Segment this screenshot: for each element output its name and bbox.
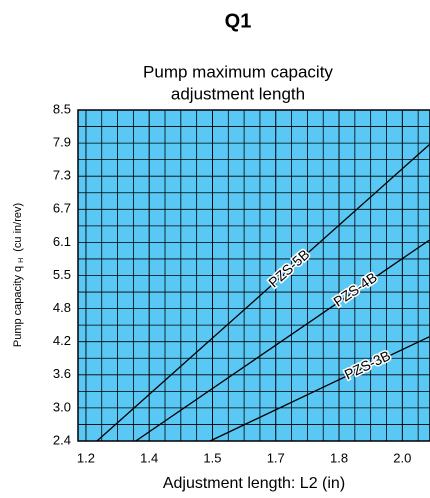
y-axis-label: Pump capacity q H (cu in/rev) [12, 203, 25, 347]
y-tick-label: 2.4 [53, 432, 71, 447]
x-tick-label: 1.5 [203, 450, 221, 465]
y-tick-label: 3.0 [53, 399, 71, 414]
grid [78, 110, 430, 441]
y-tick-label: 6.7 [53, 201, 71, 216]
y-axis-label-unit: (cu in/rev) [12, 203, 24, 252]
x-tick-label: 1.4 [140, 450, 158, 465]
plot-border [77, 109, 430, 442]
y-tick-label: 8.5 [53, 101, 71, 116]
y-tick-label: 5.5 [53, 267, 71, 282]
plot-lines [96, 144, 430, 441]
heading: Q1 [225, 10, 252, 32]
x-tick-label: 1.8 [330, 450, 348, 465]
y-tick-label: 7.3 [53, 168, 71, 183]
y-axis-label-sub: H [18, 258, 25, 263]
data-line [135, 239, 430, 441]
y-tick-label: 4.8 [53, 300, 71, 315]
y-axis-label-main: Pump capacity q [12, 266, 24, 347]
data-line [209, 336, 430, 441]
x-tick-label: 1.2 [77, 450, 95, 465]
y-tick-label: 4.2 [53, 333, 71, 348]
x-tick-label: 1.7 [267, 450, 285, 465]
chart-title: adjustment length [171, 84, 305, 103]
y-tick-label: 6.1 [53, 234, 71, 249]
y-tick-label: 3.6 [53, 366, 71, 381]
x-tick-label: 2.0 [393, 450, 411, 465]
y-tick-label: 7.9 [53, 135, 71, 150]
x-axis-label: Adjustment length: L2 (in) [163, 475, 345, 492]
chart-title: Pump maximum capacity [143, 62, 333, 81]
data-line [96, 144, 430, 441]
